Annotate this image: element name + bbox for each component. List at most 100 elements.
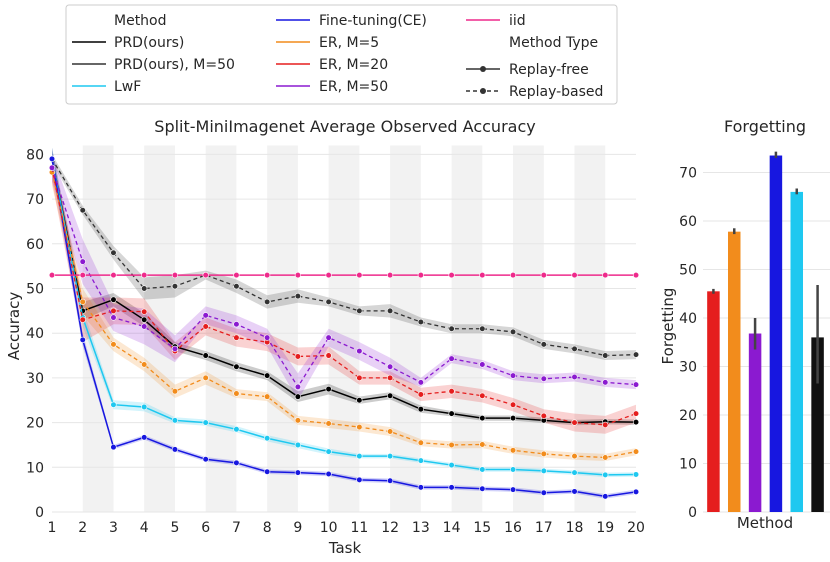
point-er-m-50 <box>387 363 394 370</box>
legend-label-er-m-20: ER, M=20 <box>319 57 388 73</box>
alternating-background <box>82 145 606 512</box>
point-er-m-5 <box>294 417 301 424</box>
point-prd-ours <box>233 363 240 370</box>
point-fine-tuning-ce <box>171 446 179 453</box>
bars <box>707 151 824 513</box>
task-shade-2 <box>82 145 114 512</box>
point-fine-tuning-ce <box>387 477 394 484</box>
point-er-m-20 <box>479 392 486 399</box>
point-er-m-5 <box>141 361 148 368</box>
x-tick-label: 6 <box>201 520 210 536</box>
task-shade-16 <box>513 145 544 512</box>
bar-y-tick-label: 40 <box>679 311 697 327</box>
point-lwf <box>233 426 240 433</box>
line-er-m-20 <box>51 167 637 426</box>
line-er-m-50 <box>51 167 637 389</box>
point-fine-tuning-ce <box>233 459 240 466</box>
point-er-m-20 <box>602 421 609 428</box>
bar-er-m-20 <box>707 291 720 512</box>
point-iid <box>356 271 363 279</box>
x-tick-label: 12 <box>381 520 399 536</box>
point-prd-ours-m-50 <box>571 345 578 352</box>
bar-chart-title: Forgetting <box>724 117 806 136</box>
point-fine-tuning-ce <box>571 488 578 495</box>
point-lwf <box>141 403 148 411</box>
point-prd-ours <box>448 410 455 417</box>
point-er-m-5 <box>79 298 86 306</box>
confidence-bands <box>52 147 636 499</box>
point-er-m-50 <box>509 372 517 379</box>
x-tick-label: 2 <box>78 520 87 536</box>
point-er-m-50 <box>540 375 547 382</box>
bar-y-tick-label: 20 <box>679 408 697 424</box>
bar-chart-xlabel: Method <box>737 514 793 532</box>
point-er-m-5 <box>571 453 578 460</box>
bar-er-m-50 <box>748 333 762 512</box>
point-er-m-50 <box>602 379 609 386</box>
legend-replay-free-label: Replay-free <box>509 62 589 78</box>
x-tick-label: 8 <box>263 520 272 536</box>
point-prd-ours <box>264 372 271 379</box>
point-prd-ours <box>479 415 486 422</box>
point-er-m-50 <box>325 334 332 341</box>
point-prd-ours-m-50 <box>540 341 547 348</box>
point-prd-ours-m-50 <box>171 283 179 290</box>
point-prd-ours <box>141 316 148 323</box>
y-ticks: 0 10 20 30 40 50 60 70 80 <box>26 147 44 521</box>
point-fine-tuning-ce <box>264 468 271 475</box>
bar-prd-ours <box>811 337 824 512</box>
accuracy-line-chart: 1 2 3 4 5 6 7 8 9 10 11 12 13 14 15 16 17 18 19 20 01020304… <box>5 117 645 557</box>
x-tick-label: 20 <box>627 520 645 536</box>
point-prd-ours-m-50 <box>479 325 486 332</box>
point-iid <box>448 271 455 279</box>
point-prd-ours <box>356 397 363 404</box>
point-lwf <box>602 471 609 478</box>
point-fine-tuning-ce <box>48 155 56 162</box>
point-er-m-20 <box>79 316 86 323</box>
point-lwf <box>387 453 394 460</box>
point-er-m-50 <box>632 381 640 388</box>
point-er-m-50 <box>233 321 240 328</box>
point-er-m-50 <box>571 373 578 381</box>
point-iid <box>602 271 609 279</box>
bar-y-tick-label: 60 <box>679 214 697 230</box>
point-lwf <box>509 466 517 473</box>
point-er-m-50 <box>110 314 117 321</box>
line-fine-tuning-ce <box>51 158 637 498</box>
point-er-m-5 <box>602 454 609 461</box>
x-tick-label: 3 <box>109 520 118 536</box>
point-er-m-5 <box>448 441 455 449</box>
point-er-m-20 <box>110 307 117 314</box>
x-tick-label: 17 <box>535 520 553 536</box>
y-tick-label: 60 <box>26 237 44 253</box>
point-iid <box>79 271 86 279</box>
point-er-m-50 <box>448 355 455 362</box>
point-er-m-5 <box>509 447 517 454</box>
point-lwf <box>202 419 209 426</box>
point-prd-ours <box>110 296 117 303</box>
x-tick-label: 9 <box>293 520 302 536</box>
x-tick-label: 16 <box>504 520 522 536</box>
x-tick-label: 1 <box>48 520 57 536</box>
band-prd-ours <box>52 147 636 426</box>
point-fine-tuning-ce <box>448 484 455 491</box>
point-er-m-50 <box>48 164 56 171</box>
point-prd-ours <box>417 406 424 413</box>
point-er-m-5 <box>264 393 271 400</box>
point-er-m-20 <box>356 374 363 382</box>
point-iid <box>387 271 394 279</box>
point-er-m-5 <box>540 450 547 457</box>
bar-fine-tuning-ce <box>769 155 783 512</box>
point-iid <box>632 271 640 279</box>
point-lwf <box>632 471 640 478</box>
x-tick-label: 10 <box>320 520 338 536</box>
bar-y-tick-label: 50 <box>679 263 697 279</box>
line-er-m-5 <box>51 172 637 459</box>
legend-replay-based-label: Replay-based <box>509 84 603 100</box>
legend: Method PRD(ours) PRD(ours), M=50 LwF Fine-t… <box>65 4 618 105</box>
bar-y-tick-label: 30 <box>679 360 697 376</box>
legend-frame <box>65 4 618 105</box>
point-er-m-20 <box>387 374 394 382</box>
point-er-m-5 <box>387 428 394 435</box>
x-tick-label: 4 <box>140 520 149 536</box>
